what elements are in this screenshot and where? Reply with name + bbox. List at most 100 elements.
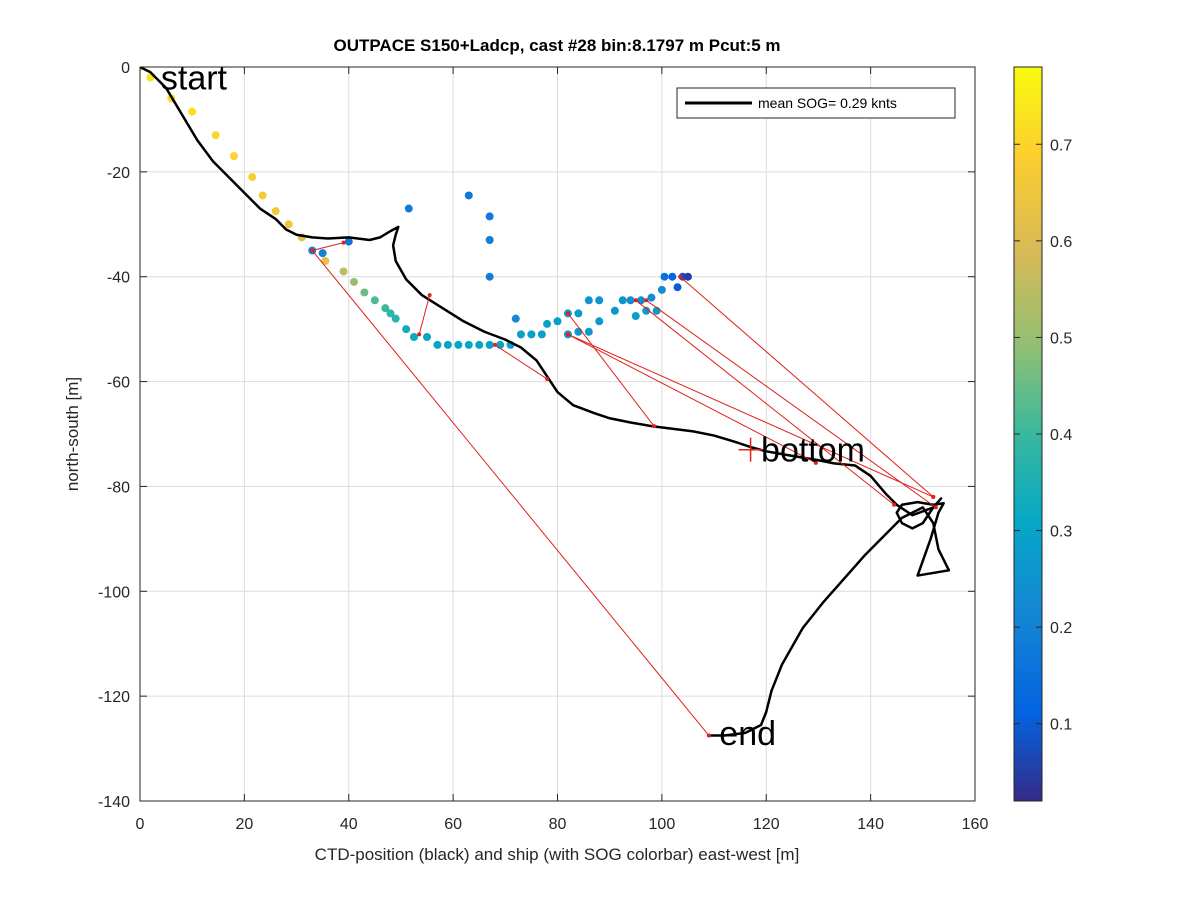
colorbar-ticks: 0.1 0.2 0.3 0.4 0.5 0.6 0.7 [1014,137,1072,734]
ship-point [271,207,280,216]
annotation-bottom: bottom [761,432,865,470]
ship-point [339,267,348,276]
ship-point [211,131,220,140]
ship-point [370,296,379,305]
ladcp-link-point [310,248,315,253]
ship-point [381,304,390,313]
annotations: start bottom end [161,59,865,752]
ship-point [511,314,520,323]
x-tick-label: 140 [857,816,884,833]
ship-point [683,272,692,281]
y-tick-label: -20 [107,165,130,182]
ship-point [574,309,583,318]
ship-point [637,296,645,305]
annotation-end: end [719,715,776,753]
ship-point [423,333,432,342]
ship-point [516,330,525,339]
ship-point [321,256,330,265]
ship-point [391,314,400,323]
ship-point [188,107,197,116]
ladcp-link-point [545,376,550,381]
chart-title: OUTPACE S150+Ladcp, cast #28 bin:8.1797 … [333,36,780,55]
ship-point [631,312,640,321]
ship-point [475,340,484,349]
ladcp-link-point [892,502,897,507]
legend-entry: mean SOG= 0.29 knts [758,95,897,111]
x-tick-label: 20 [235,816,253,833]
x-tick-label: 80 [549,816,567,833]
ship-point [318,249,327,258]
ladcp-link-line [567,333,817,464]
ship-point [595,317,604,326]
colorbar-tick-label: 0.6 [1050,234,1072,251]
ladcp-link-point [652,424,657,429]
ladcp-link-line [567,333,934,498]
ship-point [258,191,267,200]
y-tick-label: -80 [107,479,130,496]
axis-ticks: 0 20 40 60 80 100 120 140 160 0 -20 -40 -60 -80 -100 -1… [98,60,988,833]
ladcp-link-point [678,274,683,279]
ship-point [668,272,677,281]
y-tick-label: -100 [98,584,130,601]
x-tick-label: 60 [444,816,462,833]
ship-point [647,293,656,302]
ship-point [537,330,546,339]
x-tick-label: 40 [340,816,358,833]
y-axis-label: north-south [m] [63,377,82,491]
ladcp-link-point [492,342,497,347]
ship-point [660,272,669,281]
ladcp-link-point [931,494,936,499]
ship-point [485,236,494,245]
data-layer [140,67,951,738]
ladcp-link-line [312,242,344,251]
ship-point [574,327,583,336]
y-tick-label: -40 [107,270,130,287]
ship-point [464,340,473,349]
ship-point [386,309,395,318]
ship-point [527,330,536,339]
ladcp-link-point [933,505,938,510]
ship-point [360,288,369,297]
colorbar-tick-label: 0.1 [1050,717,1072,734]
ladcp-link-point [565,311,570,316]
ladcp-link-line [635,299,895,506]
colorbar-tick-label: 0.4 [1050,427,1072,444]
ship-point [485,212,494,221]
ship-point [595,296,604,305]
colorbar-tick-label: 0.5 [1050,330,1072,347]
y-tick-label: -140 [98,794,130,811]
ladcp-link-point [813,460,818,465]
x-tick-label: 0 [136,816,145,833]
ladcp-link-line [679,276,934,498]
ladcp-link-point [427,293,432,298]
ship-point [409,333,418,342]
ladcp-link-line [418,294,431,335]
ladcp-link-point [417,332,422,337]
ship-point [485,340,494,349]
annotation-start: start [161,59,228,97]
ship-point [349,277,358,286]
ladcp-link-point [341,240,346,245]
ladcp-link-point [633,298,638,303]
ship-point [229,152,238,161]
colorbar-tick-label: 0.2 [1050,620,1072,637]
ship-point [464,191,473,200]
y-tick-label: -60 [107,375,130,392]
ladcp-link-point [565,332,570,337]
ship-point [657,285,666,294]
ship-point [673,283,682,292]
ship-point [584,327,593,336]
ship-point [642,306,651,315]
ship-point [584,296,593,305]
ship-point [496,340,505,349]
ladcp-link-line [494,344,548,380]
ship-point [344,237,353,246]
ship-point [284,220,293,229]
y-tick-label: 0 [121,60,130,77]
x-tick-label: 120 [753,816,780,833]
ship-point [485,272,494,281]
grid [140,67,975,801]
ladcp-link-line [567,313,655,427]
